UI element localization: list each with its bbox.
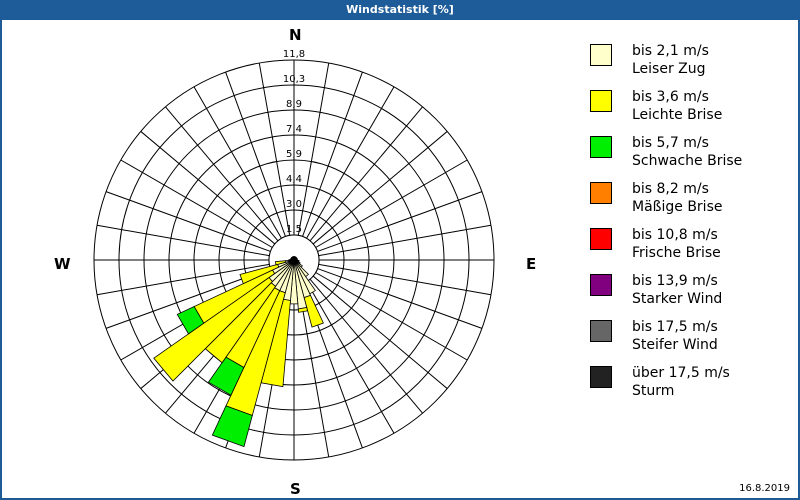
legend-swatch bbox=[590, 366, 612, 388]
legend-range: bis 10,8 m/s bbox=[632, 227, 718, 243]
legend-label: Leichte Brise bbox=[632, 107, 723, 123]
legend-swatch bbox=[590, 320, 612, 342]
wind-sector-wedge bbox=[303, 294, 324, 328]
ring-label: 10,3 bbox=[283, 74, 305, 85]
legend-range: bis 8,2 m/s bbox=[632, 181, 709, 197]
compass-north-label: N bbox=[289, 26, 302, 44]
wind-sector-wedge bbox=[292, 256, 295, 261]
legend-label: Steifer Wind bbox=[632, 337, 718, 353]
legend-range: bis 13,9 m/s bbox=[632, 273, 718, 289]
ring-label: 3,0 bbox=[286, 199, 302, 210]
legend-range: bis 3,6 m/s bbox=[632, 89, 709, 105]
legend-label: Leiser Zug bbox=[632, 61, 706, 77]
wind-sector-wedge bbox=[239, 263, 280, 285]
wind-sector-wedge bbox=[297, 307, 309, 313]
legend-swatch bbox=[590, 136, 612, 158]
date-label: 16.8.2019 bbox=[739, 483, 790, 494]
compass-west-label: W bbox=[54, 255, 71, 273]
compass-east-label: E bbox=[526, 255, 537, 273]
ring-label: 11,8 bbox=[283, 49, 305, 60]
legend-label: Starker Wind bbox=[632, 291, 723, 307]
legend-range: bis 5,7 m/s bbox=[632, 135, 709, 151]
ring-label: 1,5 bbox=[286, 224, 302, 235]
legend-range: bis 17,5 m/s bbox=[632, 319, 718, 335]
legend-swatch bbox=[590, 228, 612, 250]
legend-label: Frische Brise bbox=[632, 245, 721, 261]
ring-label: 4,4 bbox=[286, 174, 302, 185]
legend-swatch bbox=[590, 44, 612, 66]
wind-sector-wedge bbox=[153, 276, 273, 382]
ring-label: 7,4 bbox=[286, 124, 302, 135]
legend-range: bis 2,1 m/s bbox=[632, 43, 709, 59]
wind-sector-wedge bbox=[274, 260, 287, 266]
legend-label: Mäßige Brise bbox=[632, 199, 723, 215]
legend-label: Schwache Brise bbox=[632, 153, 743, 169]
legend-swatch bbox=[590, 182, 612, 204]
compass-south-label: S bbox=[290, 480, 301, 498]
legend-range: über 17,5 m/s bbox=[632, 365, 730, 381]
window-title: Windstatistik [%] bbox=[0, 0, 800, 20]
wind-rose-chart: 1,5 3,0 4,4 5,9 7,4 8,9 10,3 11,8 bbox=[93, 49, 495, 461]
ring-label: 8,9 bbox=[286, 99, 302, 110]
wind-sector-wedge bbox=[176, 306, 205, 335]
ring-label: 5,9 bbox=[286, 149, 302, 160]
wind-sector-wedge bbox=[211, 405, 253, 448]
wind-sector-wedge bbox=[207, 356, 245, 396]
legend-swatch bbox=[590, 274, 612, 296]
legend-swatch bbox=[590, 90, 612, 112]
legend-label: Sturm bbox=[632, 383, 675, 399]
